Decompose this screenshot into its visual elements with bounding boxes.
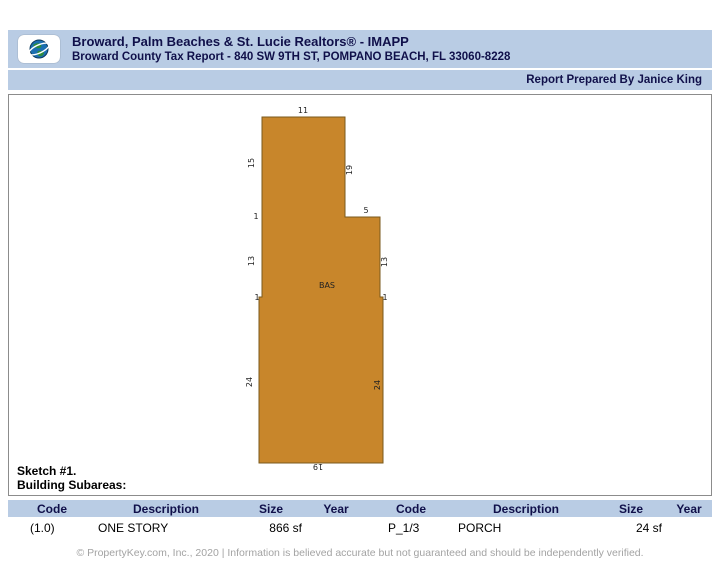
subareas-table-row: (1.0) ONE STORY 866 sf P_1/3 PORCH 24 sf	[8, 521, 712, 535]
globe-icon	[28, 39, 50, 59]
col-header-description-1: Description	[132, 501, 199, 516]
sketch-captions: Sketch #1. Building Subareas:	[17, 465, 126, 493]
copyright-disclaimer: © PropertyKey.com, Inc., 2020 | Informat…	[76, 547, 644, 559]
subarea-size-2: 24 sf	[635, 521, 662, 535]
prepared-by-text: Report Prepared By Janice King	[526, 74, 702, 86]
subarea-size-1: 866 sf	[269, 521, 302, 535]
subarea-code-1: (1.0)	[30, 521, 55, 535]
col-header-code-1: Code	[37, 501, 67, 516]
col-header-size-2: Size	[618, 501, 643, 516]
sketch-area: Sketch #1. Building Subareas:	[8, 94, 712, 496]
prepared-by-bar: Report Prepared By Janice King	[8, 70, 712, 90]
top-margin	[0, 0, 720, 30]
col-header-size-1: Size	[258, 501, 283, 516]
header-titles: Broward, Palm Beaches & St. Lucie Realto…	[72, 34, 510, 65]
subareas-table-header: Code Description Size Year Code Descript…	[8, 500, 712, 517]
col-header-code-2: Code	[396, 501, 426, 516]
subarea-code-2: P_1/3	[388, 521, 420, 535]
report-subtitle: Broward County Tax Report - 840 SW 9TH S…	[72, 50, 511, 63]
building-subareas-label: Building Subareas:	[17, 478, 127, 493]
header-banner: Broward, Palm Beaches & St. Lucie Realto…	[8, 30, 712, 90]
col-header-description-2: Description	[492, 501, 559, 516]
col-header-year-2: Year	[676, 501, 702, 516]
header-banner-main: Broward, Palm Beaches & St. Lucie Realto…	[8, 30, 712, 68]
report-title: Broward, Palm Beaches & St. Lucie Realto…	[72, 33, 409, 49]
subarea-description-1: ONE STORY	[98, 521, 169, 535]
sketch-number-label: Sketch #1.	[17, 464, 77, 479]
imapp-logo	[18, 35, 60, 63]
subarea-description-2: PORCH	[458, 521, 502, 535]
col-header-year-1: Year	[323, 501, 349, 516]
